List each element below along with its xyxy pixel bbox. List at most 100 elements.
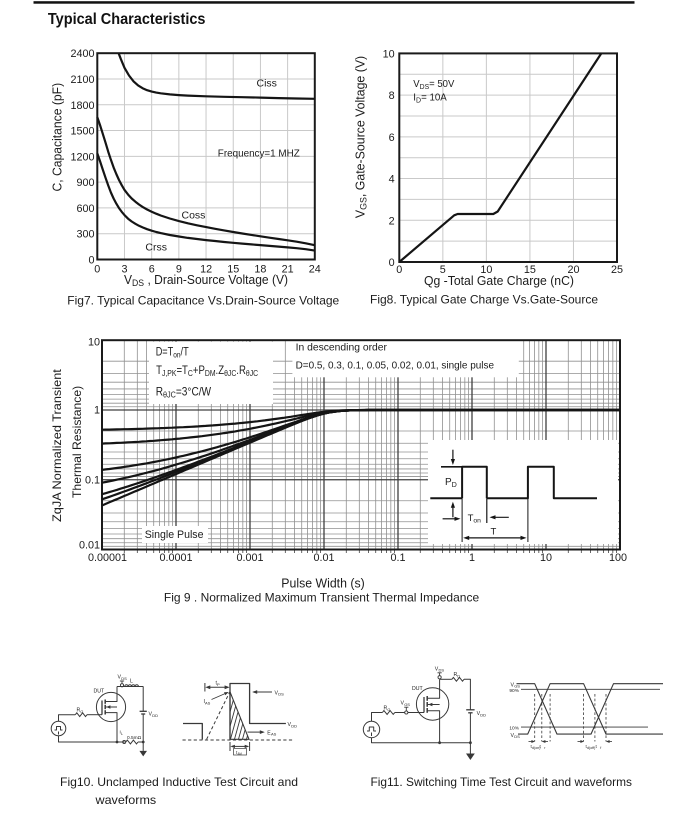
svg-text:In descending order: In descending order	[296, 342, 388, 354]
svg-text:900: 900	[76, 177, 94, 189]
svg-text:10: 10	[88, 336, 100, 348]
svg-text:D=Ton​/T: D=Ton​/T	[156, 345, 190, 360]
svg-text:V: V	[149, 712, 153, 718]
svg-text:GS: GS	[404, 702, 410, 707]
svg-text:9: 9	[176, 263, 182, 275]
svg-text:Coss: Coss	[182, 210, 206, 222]
svg-text:Fig 9 . Normalized Maximum Tra: Fig 9 . Normalized Maximum Transient The…	[164, 590, 480, 604]
svg-text:V: V	[511, 682, 515, 688]
svg-text:Fig11. Switching Time Test Cir: Fig11. Switching Time Test Circuit and w…	[371, 775, 633, 789]
svg-text:Typical Characteristics: Typical Characteristics	[48, 11, 206, 28]
svg-text:ID​= 10A: ID​= 10A	[413, 93, 447, 105]
svg-text:R: R	[454, 672, 458, 678]
svg-text:6: 6	[389, 132, 395, 144]
svg-text:P: P	[217, 682, 220, 687]
svg-text:0.001: 0.001	[236, 552, 263, 564]
svg-text:0.1: 0.1	[85, 474, 100, 486]
svg-text:10: 10	[540, 552, 552, 564]
svg-text:G: G	[387, 707, 390, 712]
svg-text:r: r	[544, 746, 546, 750]
svg-text:1200: 1200	[70, 151, 94, 163]
svg-text:V: V	[477, 711, 481, 717]
svg-text:Thermal Resistance): Thermal Resistance)	[70, 386, 84, 498]
svg-text:Fig7. Typical Capacitance Vs.D: Fig7. Typical Capacitance Vs.Drain-Sourc…	[67, 294, 339, 308]
svg-text:T: T	[491, 527, 497, 538]
svg-text:300: 300	[76, 229, 94, 241]
svg-text:Fig8. Typical Gate Charge Vs.G: Fig8. Typical Gate Charge Vs.Gate-Source	[370, 293, 598, 307]
svg-text:DD: DD	[152, 713, 158, 718]
svg-text:Single Pulse: Single Pulse	[145, 529, 204, 541]
svg-text:D=0.5, 0.3, 0.1, 0.05, 0.02, 0: D=0.5, 0.3, 0.1, 0.05, 0.02, 0.01, singl…	[296, 360, 495, 372]
svg-text:15: 15	[227, 263, 239, 275]
svg-text:DS: DS	[439, 668, 445, 673]
svg-text:waveforms: waveforms	[94, 793, 156, 807]
svg-text:6: 6	[149, 263, 155, 275]
svg-text:I: I	[120, 730, 121, 735]
svg-text:24: 24	[309, 263, 321, 275]
svg-text:d(off): d(off)	[587, 746, 595, 750]
svg-text:t: t	[596, 744, 598, 749]
svg-text:0.0001: 0.0001	[159, 552, 192, 564]
svg-text:t: t	[216, 681, 218, 687]
svg-text:0: 0	[94, 263, 100, 275]
svg-text:Fig10. Unclamped Inductive Tes: Fig10. Unclamped Inductive Test Circuit …	[60, 775, 298, 789]
svg-text:Ton​: Ton​	[468, 513, 482, 525]
svg-text:12: 12	[200, 263, 212, 275]
svg-text:V: V	[435, 666, 439, 672]
svg-text:D: D	[457, 674, 460, 679]
svg-text:2: 2	[389, 215, 395, 227]
svg-text:E: E	[267, 730, 271, 736]
svg-text:0: 0	[88, 255, 94, 267]
svg-text:d(on): d(on)	[532, 746, 540, 750]
svg-text:DS: DS	[514, 734, 520, 739]
svg-text:G: G	[80, 709, 83, 714]
svg-text:t: t	[236, 750, 238, 755]
svg-text:R: R	[384, 706, 388, 712]
svg-text:GS: GS	[514, 683, 520, 688]
svg-text:VDS​ , Drain-Source Voltage (V: VDS​ , Drain-Source Voltage (V)	[124, 273, 288, 288]
svg-text:DD: DD	[480, 712, 486, 717]
svg-text:V: V	[288, 722, 292, 728]
svg-text:1: 1	[469, 552, 475, 564]
svg-text:R: R	[77, 708, 81, 714]
svg-text:2100: 2100	[70, 74, 94, 86]
svg-text:0.01: 0.01	[79, 540, 100, 552]
svg-text:PD​: PD​	[445, 477, 457, 489]
svg-text:20: 20	[567, 264, 579, 276]
svg-text:AS: AS	[205, 700, 211, 705]
svg-text:ZqJA Normalized Transient: ZqJA Normalized Transient	[50, 368, 64, 522]
svg-text:DS: DS	[278, 692, 284, 697]
svg-text:5: 5	[440, 264, 446, 276]
svg-text:I: I	[204, 699, 205, 705]
svg-text:1: 1	[94, 404, 100, 416]
svg-text:21: 21	[282, 263, 294, 275]
svg-text:L: L	[130, 679, 133, 685]
svg-text:DD: DD	[291, 723, 297, 728]
svg-text:V: V	[401, 701, 405, 707]
svg-text:2400: 2400	[70, 48, 94, 60]
svg-text:VDS​= 50V: VDS​= 50V	[413, 79, 454, 91]
svg-text:Frequency=1 MHZ: Frequency=1 MHZ	[218, 148, 301, 160]
svg-text:25: 25	[611, 264, 623, 276]
svg-text:10%: 10%	[509, 726, 519, 732]
svg-text:V: V	[118, 675, 122, 681]
svg-text:Qg -Total Gate Charge (nC): Qg -Total Gate Charge (nC)	[424, 274, 574, 288]
svg-text:0: 0	[396, 264, 402, 276]
svg-text:t: t	[531, 744, 533, 749]
svg-text:VGS​, Gate-Source Voltage (V): VGS​, Gate-Source Voltage (V)	[354, 56, 369, 218]
svg-text:Crss: Crss	[145, 242, 167, 254]
svg-text:C, Capacitance (pF): C, Capacitance (pF)	[51, 83, 65, 192]
svg-text:Pulse Width (s): Pulse Width (s)	[281, 577, 364, 591]
svg-text:90%: 90%	[509, 688, 519, 694]
svg-text:f: f	[600, 746, 601, 750]
svg-text:10: 10	[383, 48, 395, 60]
svg-text:4: 4	[389, 174, 395, 186]
svg-text:DUT: DUT	[412, 686, 423, 692]
svg-text:8: 8	[389, 90, 395, 102]
svg-text:0.1: 0.1	[390, 552, 405, 564]
svg-text:10: 10	[480, 264, 492, 276]
svg-text:0.00001: 0.00001	[88, 552, 127, 564]
svg-text:t: t	[586, 744, 588, 749]
svg-text:3: 3	[121, 263, 127, 275]
svg-text:AS: AS	[271, 732, 277, 737]
